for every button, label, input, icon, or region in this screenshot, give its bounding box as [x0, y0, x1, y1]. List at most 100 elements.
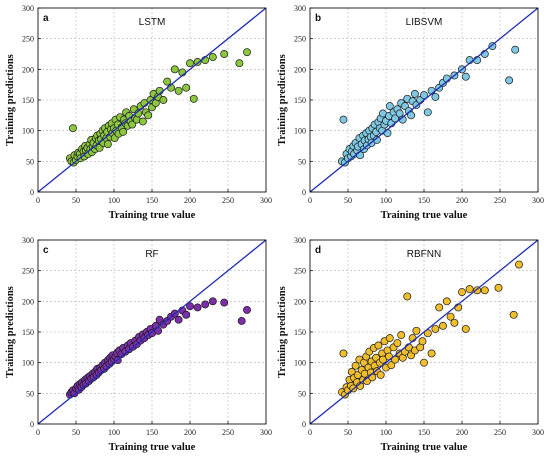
data-point	[69, 124, 77, 133]
x-tick-label: 250	[494, 428, 506, 437]
data-point	[144, 111, 153, 120]
data-point	[368, 373, 377, 382]
data-point	[439, 321, 447, 330]
x-axis-title: Training true value	[109, 210, 196, 221]
data-point	[383, 129, 392, 138]
x-axis-title: Training true value	[381, 210, 468, 221]
panel-letter: d	[315, 245, 321, 256]
chart-title: RBFNN	[407, 249, 441, 260]
y-tick-label: 100	[22, 127, 34, 136]
data-point	[163, 77, 172, 86]
y-tick-label: 100	[294, 359, 306, 368]
data-point	[509, 310, 518, 319]
data-point	[431, 324, 440, 333]
data-point	[159, 96, 168, 104]
data-point	[138, 117, 147, 126]
x-tick-label: 250	[222, 196, 234, 205]
chart-title: LSTM	[139, 17, 166, 28]
y-tick-label: 50	[26, 157, 34, 166]
data-point	[220, 298, 229, 307]
chart-title: LIBSVM	[406, 17, 443, 28]
data-point	[442, 297, 451, 306]
data-point	[420, 358, 428, 367]
data-point	[385, 102, 394, 111]
chart-panel-c: 0 50 100 150 200 250 300 0 50 100 150 200 250 300 Trai…	[5, 236, 272, 453]
data-point	[403, 292, 412, 301]
reference-line	[37, 7, 267, 193]
data-point	[208, 297, 217, 306]
chart-title: RF	[145, 249, 158, 260]
data-point	[412, 326, 421, 335]
data-point	[182, 310, 191, 319]
x-tick-label: 250	[494, 196, 506, 205]
data-point	[374, 341, 383, 350]
data-point	[511, 45, 520, 54]
data-point	[208, 53, 217, 62]
data-point	[189, 94, 198, 103]
panel-letter: c	[43, 245, 49, 256]
data-point	[397, 331, 406, 340]
data-point	[193, 303, 202, 312]
data-point	[351, 361, 360, 370]
chart-panel-b: 0 50 100 150 200 250 300 0 50 100 150 200 250 300 Trai…	[277, 4, 544, 221]
y-axis-title: Training predictions	[5, 286, 16, 378]
y-tick-label: 0	[302, 188, 306, 197]
y-tick-label: 50	[26, 389, 34, 398]
x-tick-label: 200	[456, 196, 468, 205]
data-point	[395, 109, 404, 118]
data-point	[391, 114, 400, 123]
data-point	[154, 326, 163, 335]
x-tick-label: 300	[260, 428, 272, 437]
data-point	[243, 305, 251, 314]
y-tick-label: 250	[294, 267, 306, 276]
x-tick-label: 300	[532, 196, 544, 205]
y-tick-label: 150	[22, 328, 34, 337]
data-point	[201, 300, 210, 309]
data-point	[128, 120, 137, 129]
y-tick-label: 150	[294, 328, 306, 337]
data-point	[186, 59, 194, 68]
y-tick-label: 300	[22, 4, 34, 13]
y-tick-label: 100	[22, 359, 34, 368]
x-tick-label: 150	[418, 428, 430, 437]
data-point	[235, 59, 244, 68]
x-tick-label: 250	[222, 428, 234, 437]
panel-letter: b	[315, 13, 321, 24]
data-point	[407, 111, 416, 120]
y-tick-label: 250	[294, 35, 306, 44]
data-point	[427, 349, 436, 358]
y-tick-label: 0	[30, 420, 34, 429]
x-tick-label: 50	[72, 428, 80, 437]
data-point	[515, 260, 523, 269]
x-tick-label: 200	[184, 196, 196, 205]
data-point	[372, 135, 381, 144]
x-tick-label: 50	[72, 196, 80, 205]
x-tick-label: 0	[308, 428, 312, 437]
data-point	[465, 285, 474, 294]
data-point	[339, 115, 348, 124]
data-point	[410, 89, 419, 98]
y-axis-title: Training predictions	[5, 54, 16, 146]
y-tick-label: 50	[298, 157, 306, 166]
x-tick-label: 200	[184, 428, 196, 437]
y-tick-label: 250	[22, 35, 34, 44]
x-tick-label: 100	[108, 196, 120, 205]
x-tick-label: 300	[532, 428, 544, 437]
x-tick-label: 100	[380, 196, 392, 205]
data-point	[505, 76, 514, 85]
data-point	[431, 92, 440, 101]
data-point	[494, 283, 503, 292]
x-tick-label: 100	[108, 428, 120, 437]
data-point	[461, 72, 470, 81]
data-point	[174, 315, 183, 324]
data-point	[193, 58, 202, 66]
data-point	[385, 334, 394, 343]
data-point	[393, 339, 402, 347]
y-tick-label: 150	[294, 96, 306, 105]
x-tick-label: 150	[146, 428, 158, 437]
x-tick-label: 50	[344, 196, 352, 205]
data-point	[237, 317, 246, 325]
data-point	[220, 50, 229, 58]
x-tick-label: 300	[260, 196, 272, 205]
data-point	[376, 370, 385, 379]
